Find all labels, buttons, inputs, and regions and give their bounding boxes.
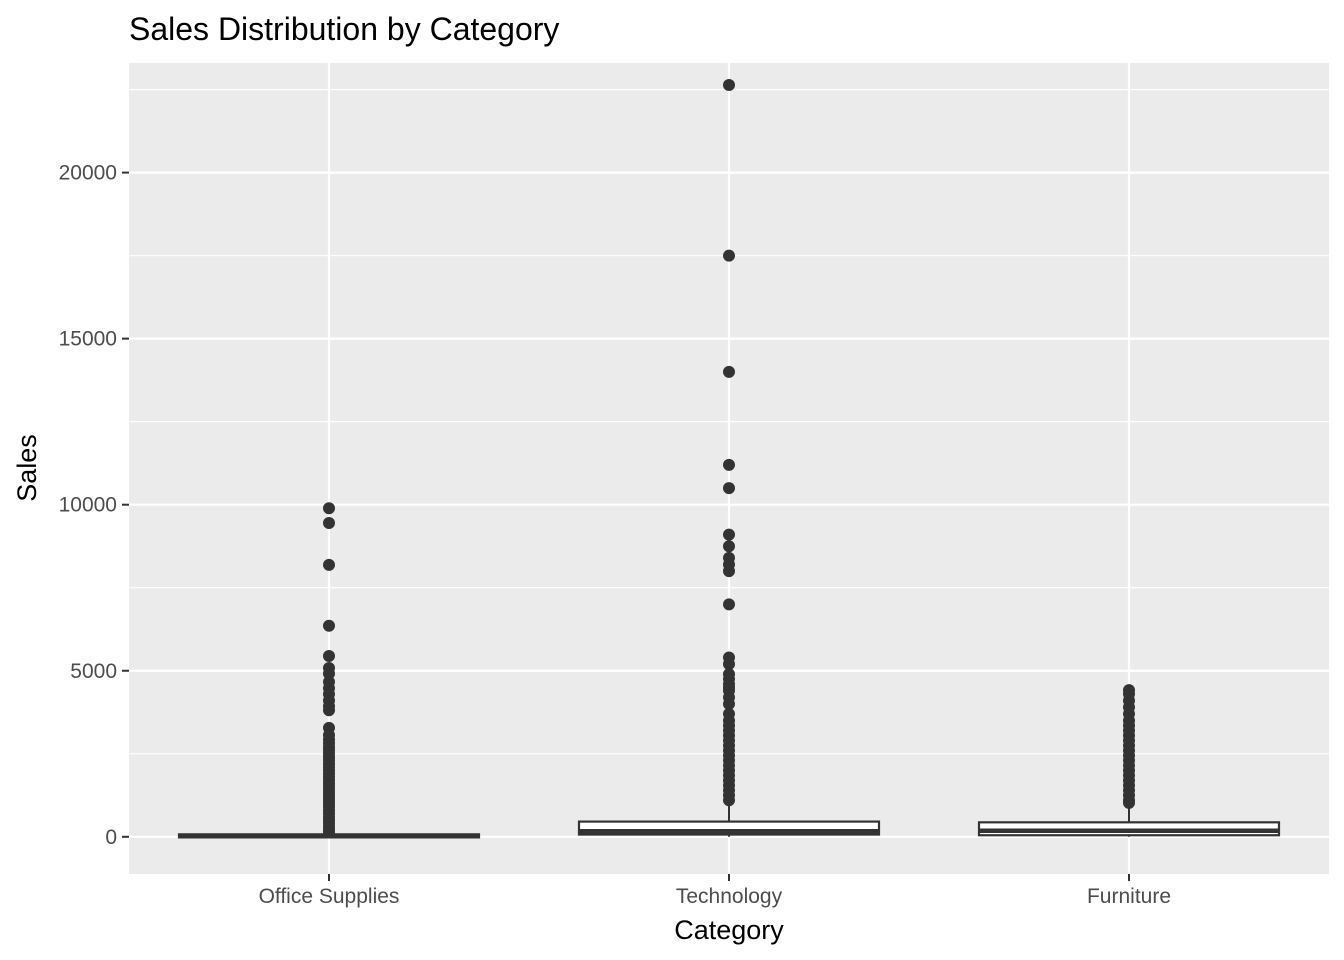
outlier-point [323,704,335,717]
outlier-point [723,697,735,710]
x-tick-label: Office Supplies [259,885,400,908]
outlier-point [723,482,735,495]
x-tick-label: Furniture [1087,885,1171,908]
outlier-point [723,598,735,611]
y-tick-label: 10000 [59,494,117,517]
outlier-point [323,516,335,529]
y-axis-ticks: 0 5000 10000 15000 20000 [59,162,129,849]
y-tick-label: 15000 [59,328,117,351]
box-office-supplies [177,502,481,839]
outlier-point [1123,796,1135,809]
box-furniture [977,684,1281,837]
x-axis-ticks: Office Supplies Technology Furniture [259,874,1171,908]
outlier-point [723,249,735,262]
outlier-point [723,528,735,541]
outlier-point [323,667,335,680]
outlier-point [723,458,735,471]
box-technology [577,78,881,837]
chart-title: Sales Distribution by Category [129,11,559,47]
outlier-point [323,502,335,515]
outlier-point [723,540,735,553]
outlier-point [323,558,335,571]
y-axis-title: Sales [12,434,42,502]
outlier-point [323,619,335,632]
x-tick-label: Technology [676,885,783,908]
outlier-point [723,658,735,671]
y-tick-label: 20000 [59,162,117,185]
outlier-point [323,650,335,663]
outlier-point [323,826,335,839]
box-plots [177,78,1281,839]
y-tick-label: 5000 [70,660,117,683]
outlier-point [723,794,735,807]
outlier-point [723,78,735,91]
y-tick-label: 0 [105,826,117,849]
outlier-point [723,565,735,578]
x-axis-title: Category [674,915,784,945]
outlier-point [723,365,735,378]
